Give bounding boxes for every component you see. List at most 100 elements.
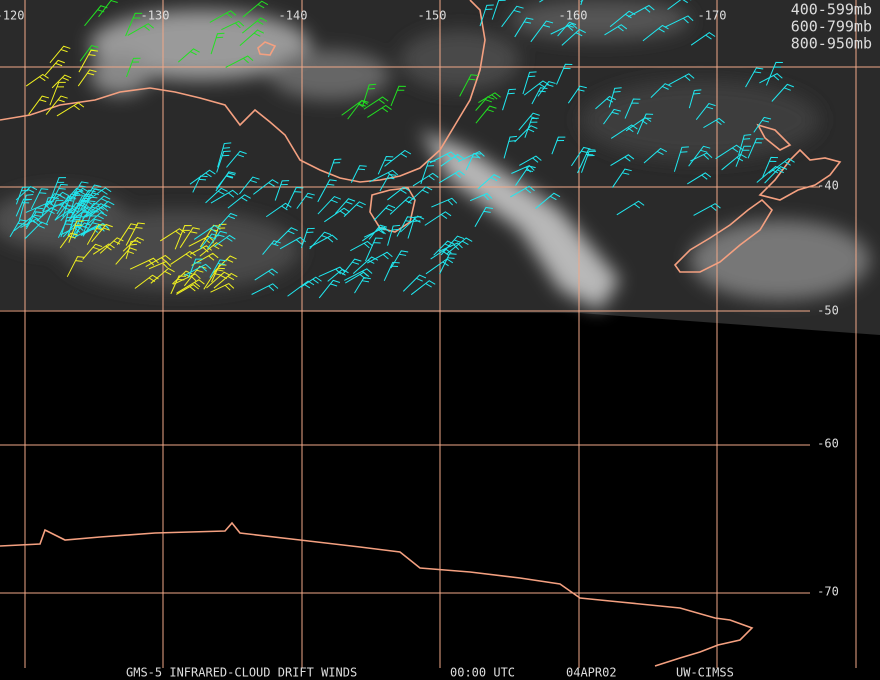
wind-barb	[125, 12, 143, 37]
wind-barb	[209, 259, 227, 278]
wind-barb	[116, 223, 138, 246]
coastlines	[0, 0, 842, 667]
longitude-label: -170	[698, 9, 727, 23]
wind-barb	[350, 240, 374, 252]
wind-barb	[309, 234, 338, 248]
wind-barb	[478, 92, 501, 103]
wind-barb	[690, 152, 713, 162]
wind-barb	[191, 252, 219, 266]
wind-barb	[212, 255, 237, 274]
wind-barb	[192, 175, 208, 193]
wind-barb	[503, 135, 518, 159]
wind-barb	[771, 83, 794, 102]
wind-barb	[125, 222, 145, 246]
wind-barb	[170, 275, 187, 295]
wind-barb	[68, 199, 93, 214]
wind-barb	[254, 268, 278, 281]
wind-barb	[502, 88, 517, 111]
wind-barbs	[9, 0, 795, 299]
wind-barb	[318, 279, 341, 299]
wind-barb	[362, 226, 389, 242]
wind-barb	[690, 31, 716, 46]
wind-barb	[642, 24, 669, 42]
wind-barb	[207, 230, 228, 250]
wind-barb	[15, 186, 30, 205]
wind-barb	[366, 251, 393, 264]
wind-barb	[89, 200, 115, 218]
wind-barb	[373, 204, 396, 221]
wind-barb	[465, 153, 481, 171]
wind-barb	[206, 271, 231, 289]
wind-barb	[221, 20, 245, 31]
wind-barb	[71, 222, 92, 239]
wind-barb	[242, 0, 269, 18]
wind-barb	[410, 280, 436, 296]
wind-barb	[54, 207, 79, 221]
wind-barb	[687, 172, 712, 185]
wind-barb	[188, 258, 203, 278]
wind-barb	[459, 74, 479, 97]
wind-barb	[317, 195, 342, 215]
wind-barb	[122, 236, 145, 252]
wind-barb	[50, 183, 68, 206]
wind-barb	[327, 158, 342, 178]
wind-barb	[60, 225, 84, 236]
wind-barb	[49, 81, 66, 106]
wind-barb	[239, 176, 260, 195]
wind-barb	[627, 4, 655, 18]
wind-barb	[756, 165, 782, 183]
wind-barb	[440, 153, 464, 167]
wind-barb	[262, 240, 281, 255]
wind-barb	[334, 198, 356, 215]
wind-barb	[616, 200, 645, 216]
wind-barb	[535, 192, 561, 209]
wind-barb	[211, 264, 227, 283]
wind-barb	[440, 235, 465, 256]
wind-barb	[179, 227, 200, 248]
wind-barb	[604, 24, 628, 36]
wind-barb	[530, 20, 554, 43]
wind-barb	[577, 149, 596, 174]
wind-barb	[51, 74, 72, 89]
wind-barb	[209, 10, 237, 23]
wind-barb	[514, 125, 538, 143]
wind-barb	[469, 192, 493, 202]
longitude-label: -160	[559, 9, 588, 23]
wind-barb	[342, 258, 362, 275]
legend-entry: 800-950mb	[791, 35, 872, 53]
wind-barb	[501, 5, 524, 28]
wind-barb	[210, 189, 239, 204]
wind-barb	[253, 179, 279, 195]
wind-barb	[184, 265, 207, 287]
wind-barb	[667, 0, 692, 10]
clouds	[0, 0, 870, 310]
wind-barb	[387, 186, 410, 201]
latitude-label: -40	[817, 179, 839, 193]
latitude-label: -60	[817, 437, 839, 451]
wind-barb	[80, 188, 102, 210]
wind-barb	[688, 145, 711, 167]
wind-barb	[383, 261, 400, 282]
wind-barb	[82, 206, 109, 219]
wind-barb	[624, 98, 641, 119]
wind-barb	[300, 276, 322, 288]
wind-barb	[347, 99, 369, 120]
wind-barb	[362, 83, 377, 106]
wind-barb	[83, 212, 108, 228]
wind-barb	[387, 224, 401, 246]
wind-barb	[20, 218, 43, 228]
wind-barb	[98, 0, 118, 18]
wind-barb	[390, 85, 406, 107]
wind-barb	[193, 224, 221, 240]
wind-barb	[44, 59, 65, 76]
latitude-label: -50	[817, 304, 839, 318]
wind-barb	[429, 151, 457, 164]
wind-barb	[92, 243, 115, 255]
wind-barb	[18, 194, 34, 220]
wind-barb	[215, 171, 236, 192]
wind-barb	[610, 154, 635, 166]
wind-barb	[265, 202, 292, 218]
wind-barb	[412, 172, 439, 187]
